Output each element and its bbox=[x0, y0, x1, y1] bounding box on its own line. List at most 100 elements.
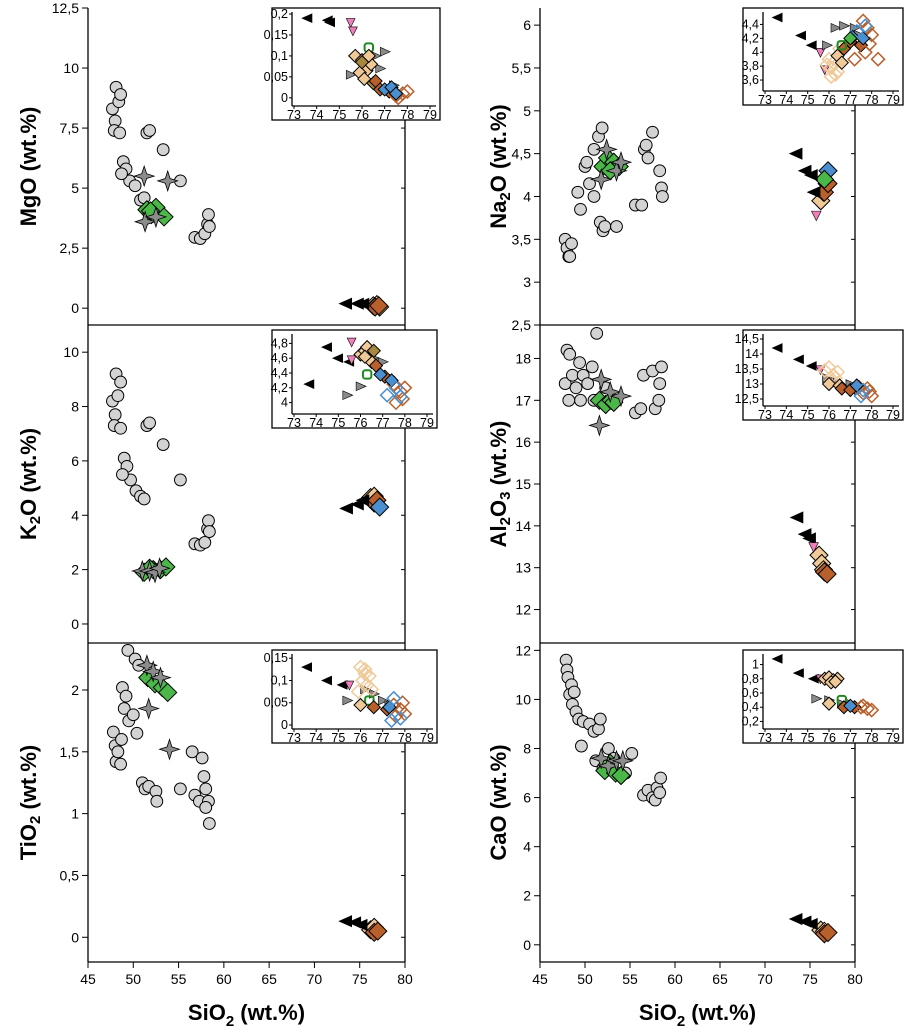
y-tick-label: 8 bbox=[71, 399, 79, 415]
inset-data-point bbox=[375, 63, 387, 74]
data-point bbox=[199, 782, 213, 796]
y-label-unit: (wt.%) bbox=[16, 745, 41, 816]
y-tick-label: 5 bbox=[523, 103, 531, 119]
x-tick-label: 75 bbox=[802, 971, 818, 987]
data-point bbox=[590, 326, 604, 340]
x-label-unit: (wt.%) bbox=[234, 1000, 305, 1025]
inset-y-tick-label: 14 bbox=[745, 347, 759, 361]
inset-data-point bbox=[843, 31, 858, 46]
data-point bbox=[156, 438, 170, 451]
inset-data-point bbox=[864, 388, 880, 404]
y-tick-label: 8 bbox=[523, 741, 531, 757]
inset-y-tick-label: 0,8 bbox=[742, 672, 759, 686]
data-point bbox=[588, 414, 611, 437]
data-point bbox=[634, 402, 648, 416]
data-point bbox=[817, 564, 837, 584]
data-point bbox=[130, 726, 144, 740]
data-point bbox=[599, 380, 622, 404]
inset-data-point bbox=[795, 30, 806, 41]
inset-data-point bbox=[392, 710, 408, 726]
inset-data-point bbox=[342, 390, 354, 401]
data-point bbox=[567, 685, 581, 699]
data-point bbox=[114, 375, 127, 389]
y-tick-label: 2,5 bbox=[60, 240, 80, 256]
inset-data-point bbox=[855, 13, 871, 29]
inset-data-point bbox=[821, 359, 837, 376]
data-point bbox=[595, 138, 618, 161]
y-label-unit: (wt.%) bbox=[486, 744, 511, 815]
x-label-sub: 2 bbox=[226, 1013, 234, 1030]
data-point bbox=[646, 125, 659, 139]
inset-x-tick-label: 79 bbox=[420, 731, 434, 745]
panel-al2o3: 12 13 14 15 16 17 18 Al2O3 (wt.%) 73 74 75 76 77 78 79… bbox=[486, 324, 904, 643]
y-tick-label: 6 bbox=[523, 17, 531, 33]
y-tick-label: 10 bbox=[515, 691, 531, 707]
inset-data-point bbox=[303, 379, 315, 389]
data-point bbox=[143, 416, 156, 430]
inset-data-point bbox=[366, 343, 382, 359]
y-tick-label: 7,5 bbox=[60, 120, 80, 136]
data-point bbox=[565, 237, 578, 250]
x-label-main: SiO bbox=[639, 1000, 677, 1025]
data-point bbox=[143, 124, 156, 137]
data-point bbox=[593, 712, 607, 726]
data-point bbox=[117, 702, 131, 715]
inset-x-tick-label: 79 bbox=[886, 93, 900, 107]
data-point bbox=[116, 468, 129, 481]
inset-data-point bbox=[823, 59, 839, 76]
inset-data-point bbox=[392, 383, 408, 400]
data-point bbox=[114, 88, 127, 101]
inset-data-point bbox=[815, 48, 826, 58]
y-tick-label: 10 bbox=[63, 344, 79, 360]
inset-y-tick-label: 4,2 bbox=[271, 381, 288, 395]
inset-x-tick-label: 73 bbox=[758, 408, 772, 422]
inset-x-tick-label: 79 bbox=[886, 731, 900, 745]
inset-data-point bbox=[355, 381, 367, 392]
inset-y-tick-label: 4,6 bbox=[271, 351, 288, 365]
data-point bbox=[198, 536, 212, 549]
inset-x-tick-label: 73 bbox=[758, 731, 772, 745]
inset-data-point bbox=[829, 364, 846, 380]
inset-data-point bbox=[348, 26, 358, 37]
inset-mgo: 73 74 75 76 77 78 79 0 0,05 0,1 0,15 0,2 bbox=[264, 7, 441, 122]
inset-data-point bbox=[350, 684, 366, 700]
inset-x-tick-label: 75 bbox=[331, 731, 345, 745]
data-point bbox=[575, 739, 588, 753]
inset-data-point bbox=[386, 690, 402, 706]
y-tick-label: 0,5 bbox=[60, 867, 80, 883]
x-tick-label: 55 bbox=[171, 971, 187, 987]
data-point bbox=[597, 754, 620, 777]
inset-data-point bbox=[859, 701, 875, 717]
y-label-unit: O (wt.%) bbox=[486, 104, 511, 192]
y-tick-label: 0 bbox=[71, 300, 79, 316]
inset-data-point bbox=[817, 362, 833, 379]
inset-y-tick-label: 0,2 bbox=[742, 714, 759, 728]
inset-y-tick-label: 12,5 bbox=[735, 392, 759, 406]
data-point bbox=[804, 917, 818, 931]
data-point bbox=[574, 393, 587, 407]
y-tick-label: 0 bbox=[71, 616, 79, 632]
inset-y-tick-label: 4,4 bbox=[742, 17, 759, 31]
data-point bbox=[355, 494, 370, 507]
inset-data-point bbox=[352, 659, 369, 675]
inset-data-point bbox=[388, 395, 404, 411]
data-point bbox=[808, 542, 819, 553]
inset-data-point bbox=[373, 367, 388, 382]
x-tick-label: 80 bbox=[397, 971, 413, 987]
data-point bbox=[788, 147, 803, 160]
y-tick-label: 2 bbox=[71, 682, 79, 698]
inset-data-point bbox=[821, 696, 837, 711]
data-point bbox=[581, 377, 595, 390]
y-tick-label: 18 bbox=[515, 350, 531, 366]
x-tick-label: 45 bbox=[532, 971, 548, 987]
data-point bbox=[135, 654, 159, 677]
inset-x-tick-label: 77 bbox=[376, 731, 390, 745]
y-axis-label: Al2O3 (wt.%) bbox=[486, 421, 514, 548]
data-point bbox=[119, 689, 133, 703]
x-tick-label: 70 bbox=[307, 971, 323, 987]
inset-x-tick-label: 76 bbox=[355, 108, 369, 122]
inset-data-point bbox=[836, 40, 847, 51]
inset-x-tick-label: 75 bbox=[801, 93, 815, 107]
